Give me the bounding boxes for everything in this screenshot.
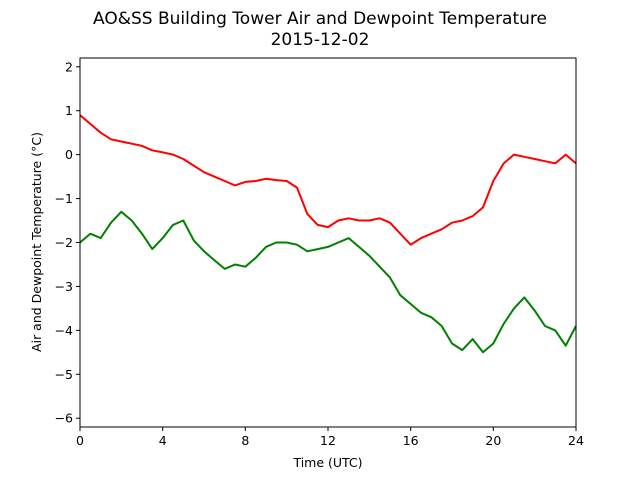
y-tick-label: −2 [55,235,73,250]
y-tick-label: −4 [55,323,73,338]
plot-frame [79,57,577,428]
series-line-red [79,114,577,246]
y-tick-label: 2 [65,59,73,74]
y-tick-label: 1 [65,103,73,118]
y-tick-label: −1 [55,191,73,206]
y-tick-label: −6 [55,411,73,426]
x-tick-label: 24 [568,433,584,448]
x-axis-label: Time (UTC) [292,455,362,470]
x-tick-label: 20 [485,433,501,448]
y-axis-label: Air and Dewpoint Temperature (°C) [29,132,44,352]
y-tick-label: −3 [55,279,73,294]
series-line-green [79,210,577,354]
x-tick-label: 4 [159,433,167,448]
x-tick-label: 12 [320,433,336,448]
y-tick-label: 0 [65,147,73,162]
x-tick-label: 16 [403,433,419,448]
x-tick-label: 0 [76,433,84,448]
y-tick-label: −5 [55,367,73,382]
chart-subtitle: 2015-12-02 [271,30,370,50]
plot-area [80,58,576,427]
x-tick-label: 8 [241,433,249,448]
chart-title: AO&SS Building Tower Air and Dewpoint Te… [93,9,547,29]
